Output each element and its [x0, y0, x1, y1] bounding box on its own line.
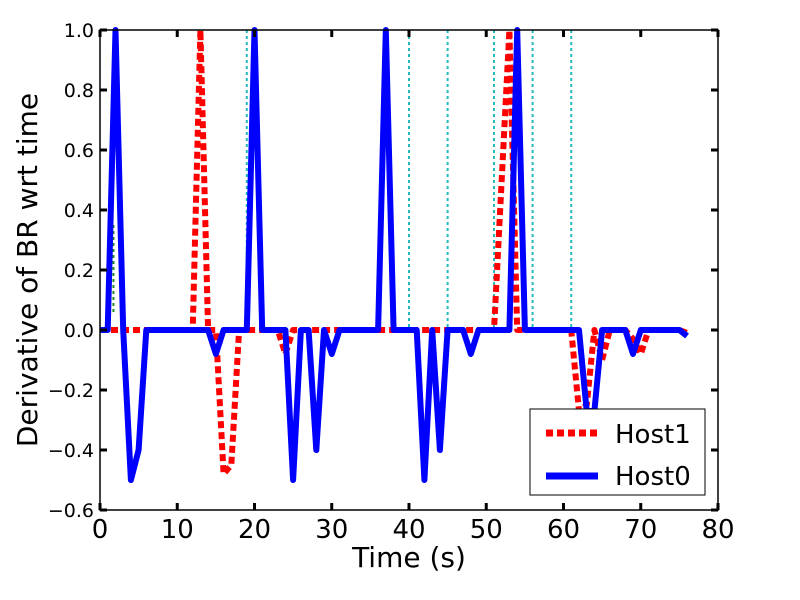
y-tick-label: 0.2: [64, 260, 94, 282]
legend: Host1 Host0: [529, 408, 706, 496]
x-tick-label: 80: [701, 515, 734, 545]
x-tick-label: 60: [547, 515, 580, 545]
legend-box: [529, 408, 706, 496]
x-tick-label: 20: [238, 515, 271, 545]
x-tick-label: 40: [392, 515, 425, 545]
y-tick-label: −0.4: [48, 440, 94, 462]
x-tick-label: 50: [470, 515, 503, 545]
x-tick-label: 0: [92, 515, 109, 545]
y-tick-label: 0.4: [64, 200, 94, 222]
legend-label-host1: Host1: [615, 420, 691, 450]
x-tick-label: 10: [161, 515, 194, 545]
x-tick-label: 30: [315, 515, 348, 545]
y-tick-label: 0.6: [64, 140, 94, 162]
y-tick-label: 0.8: [64, 80, 94, 102]
axis-ticks: 0 10 20 30 40 50 60 70 80 1.0 0.8 0.6 0.4 0.2 0.0 −0.2 −…: [48, 20, 735, 545]
x-axis-label: Time (s): [351, 541, 466, 574]
y-tick-label: 0.0: [64, 320, 94, 342]
y-tick-label: −0.6: [48, 500, 94, 522]
x-tick-label: 70: [624, 515, 657, 545]
annotation-lines: [112, 30, 573, 330]
y-tick-label: −0.2: [48, 380, 94, 402]
legend-label-host0: Host0: [615, 462, 691, 492]
y-tick-label: 1.0: [64, 20, 94, 42]
y-axis-label: Derivative of BR wrt time: [11, 93, 44, 447]
